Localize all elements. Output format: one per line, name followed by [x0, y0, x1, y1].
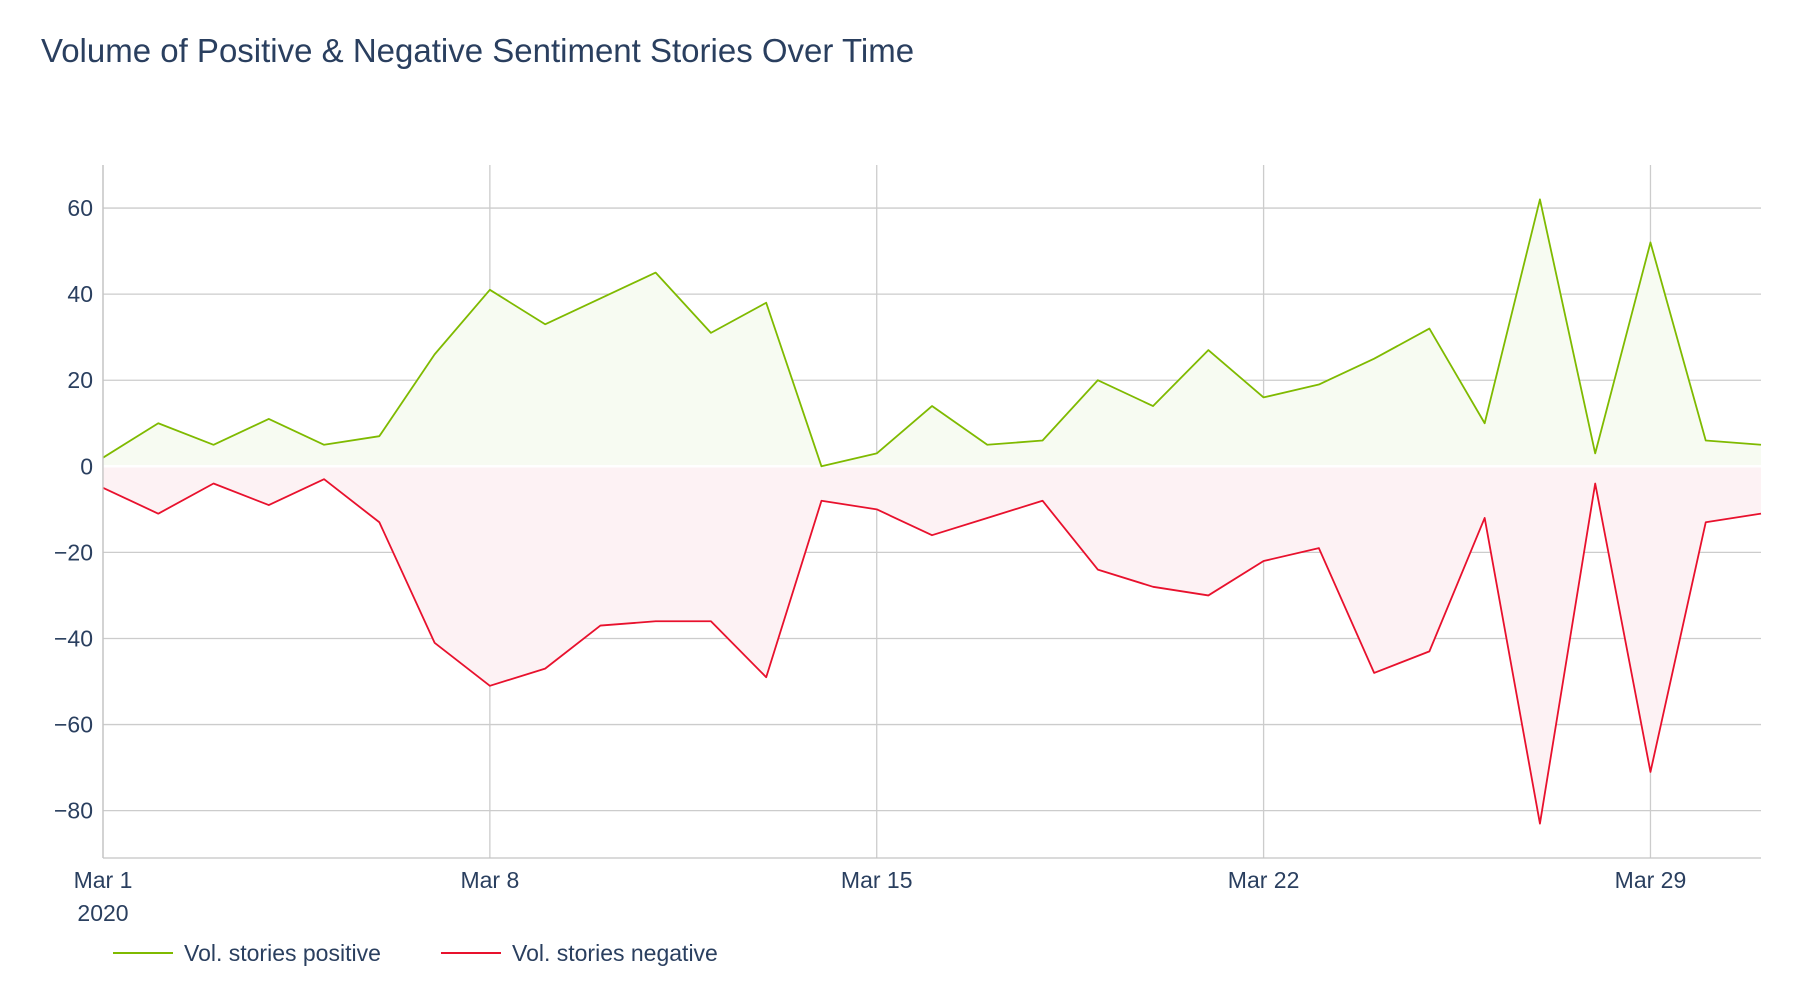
y-tick-label: 0 — [80, 453, 93, 479]
axis-layer: 60 40 20 0 −20 −40 −60 −80 Mar 1 2020 Mar 8 Mar 15 M… — [54, 165, 1761, 926]
series-fill-positive — [103, 199, 1761, 467]
chart-title: Volume of Positive & Negative Sentiment … — [41, 32, 915, 69]
legend-item-positive[interactable]: Vol. stories positive — [113, 940, 381, 966]
y-tick-label: −60 — [54, 712, 93, 738]
legend-item-negative[interactable]: Vol. stories negative — [441, 940, 718, 966]
y-tick-label: 20 — [67, 367, 93, 393]
x-tick-label: Mar 8 — [460, 867, 519, 893]
x-tick-sublabel: 2020 — [77, 900, 128, 926]
series-fill-negative — [103, 466, 1761, 824]
x-tick-label: Mar 22 — [1228, 867, 1300, 893]
x-tick-label: Mar 1 — [74, 867, 133, 893]
y-tick-label: −20 — [54, 539, 93, 565]
y-tick-label: −40 — [54, 625, 93, 651]
legend[interactable]: Vol. stories positive Vol. stories negati… — [113, 940, 718, 966]
x-tick-label: Mar 15 — [841, 867, 913, 893]
fill-layer — [103, 199, 1761, 824]
y-tick-label: 60 — [67, 195, 93, 221]
legend-label: Vol. stories negative — [512, 940, 718, 966]
y-tick-label: 40 — [67, 281, 93, 307]
y-tick-label: −80 — [54, 798, 93, 824]
x-tick-label: Mar 29 — [1615, 867, 1687, 893]
series-line-layer — [102, 198, 1762, 825]
legend-label: Vol. stories positive — [184, 940, 381, 966]
